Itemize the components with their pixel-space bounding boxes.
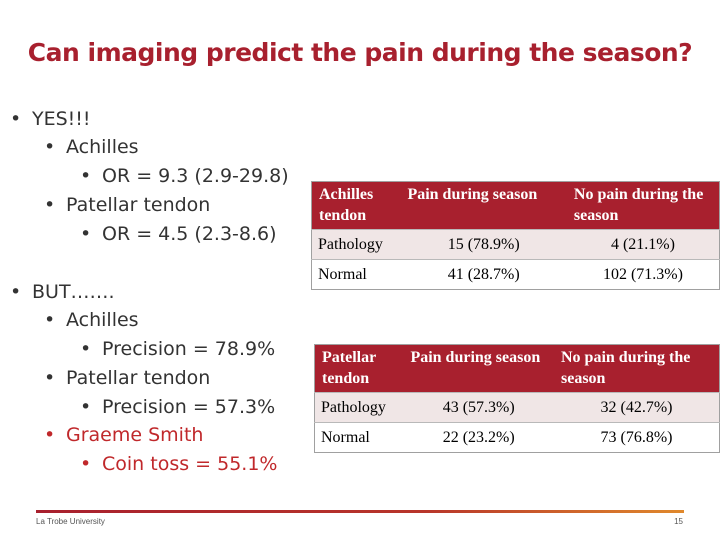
achilles-table: Achilles tendon Pain during season No pa… xyxy=(311,181,720,290)
bullet-dot-icon: • xyxy=(10,281,22,303)
table-header-row: Achilles tendon Pain during season No pa… xyxy=(311,181,720,230)
bullet-dot-icon: • xyxy=(44,367,56,389)
bullet-text: Precision = 57.3% xyxy=(102,396,276,418)
row-label: Pathology xyxy=(311,229,401,260)
slide-title: Can imaging predict the pain during the … xyxy=(27,38,693,67)
bullet-text: Achilles xyxy=(66,309,139,331)
bullet-dot-icon: • xyxy=(44,194,56,216)
bullet-dot-icon: • xyxy=(80,165,92,187)
bullet-dot-icon: • xyxy=(80,223,92,245)
bullet-dot-icon: • xyxy=(80,453,92,475)
table-cell: 43 (57.3%) xyxy=(403,392,554,423)
bullet-dot-icon: • xyxy=(80,338,92,360)
column-header: Pain during season xyxy=(403,344,554,393)
row-label: Normal xyxy=(314,422,404,453)
table-cell: 73 (76.8%) xyxy=(554,422,720,453)
bullet-text: Patellar tendon xyxy=(66,367,211,389)
bullet-text: OR = 4.5 (2.3-8.6) xyxy=(102,223,277,245)
table-cell: 102 (71.3%) xyxy=(566,259,720,290)
bullet-text: YES!!! xyxy=(32,108,91,130)
bullet-dot-icon: • xyxy=(10,108,22,130)
bullet-text: Graeme Smith xyxy=(66,424,204,446)
bullet-dot-icon: • xyxy=(44,424,56,446)
bullet-text: BUT……. xyxy=(32,281,115,303)
bullet-dot-icon: • xyxy=(44,136,56,158)
table-row: Normal 22 (23.2%) 73 (76.8%) xyxy=(314,422,720,453)
footer-page-number: 15 xyxy=(674,517,683,526)
table-cell: 4 (21.1%) xyxy=(566,229,720,260)
table-row: Pathology 43 (57.3%) 32 (42.7%) xyxy=(314,392,720,423)
footer-divider xyxy=(36,510,684,513)
column-header: Achilles tendon xyxy=(311,181,401,230)
column-header: No pain during the season xyxy=(554,344,720,393)
table-cell: 15 (78.9%) xyxy=(400,229,567,260)
bullet-text: Coin toss = 55.1% xyxy=(102,453,278,475)
table-cell: 41 (28.7%) xyxy=(400,259,567,290)
row-label: Pathology xyxy=(314,392,404,423)
column-header: No pain during the season xyxy=(566,181,720,230)
table-row: Pathology 15 (78.9%) 4 (21.1%) xyxy=(311,229,720,260)
bullet-dot-icon: • xyxy=(44,309,56,331)
column-header: Pain during season xyxy=(400,181,567,230)
bullet-text: Patellar tendon xyxy=(66,194,211,216)
bullet-dot-icon: • xyxy=(80,396,92,418)
table-row: Normal 41 (28.7%) 102 (71.3%) xyxy=(311,259,720,290)
bullet-text: Precision = 78.9% xyxy=(102,338,276,360)
table-cell: 22 (23.2%) xyxy=(403,422,554,453)
patellar-table: Patellar tendon Pain during season No pa… xyxy=(314,344,720,453)
column-header: Patellar tendon xyxy=(314,344,404,393)
footer-institution: La Trobe University xyxy=(36,517,105,526)
bullet-text: OR = 9.3 (2.9-29.8) xyxy=(102,165,289,187)
row-label: Normal xyxy=(311,259,401,290)
table-header-row: Patellar tendon Pain during season No pa… xyxy=(314,344,720,393)
table-cell: 32 (42.7%) xyxy=(554,392,720,423)
bullet-text: Achilles xyxy=(66,136,139,158)
